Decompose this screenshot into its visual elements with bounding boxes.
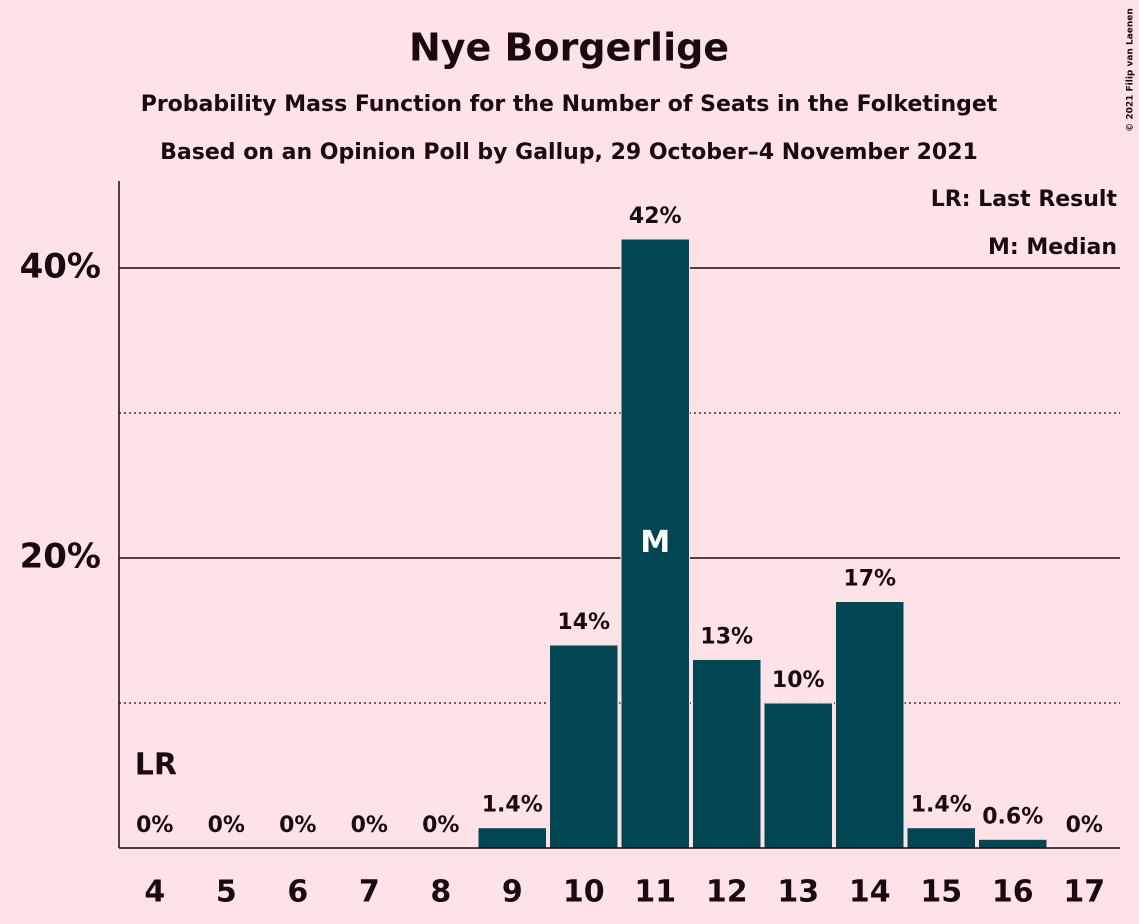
chart-subtitle: Probability Mass Function for the Number… <box>141 92 998 117</box>
x-tick-label: 8 <box>430 875 451 910</box>
legend-entry: LR: Last Result <box>931 187 1118 212</box>
value-label: 1.4% <box>482 793 543 818</box>
value-label: 0% <box>422 813 459 838</box>
value-label: 0% <box>279 813 316 838</box>
x-tick-label: 17 <box>1063 875 1105 910</box>
y-tick-label: 20% <box>20 537 101 577</box>
bar <box>763 702 833 849</box>
x-tick-label: 4 <box>144 875 165 910</box>
x-tick-label: 5 <box>216 875 237 910</box>
x-tick-label: 11 <box>634 875 676 910</box>
value-label: 1.4% <box>911 793 972 818</box>
value-label: 10% <box>772 668 825 693</box>
x-tick-label: 15 <box>920 875 962 910</box>
annotation: M <box>640 525 670 560</box>
legend-entry: M: Median <box>988 235 1117 260</box>
x-tick-label: 6 <box>287 875 308 910</box>
value-label: 0% <box>1066 813 1103 838</box>
value-label: 14% <box>557 610 610 635</box>
chart-subtitle: Based on an Opinion Poll by Gallup, 29 O… <box>160 140 978 165</box>
x-tick-label: 7 <box>359 875 380 910</box>
bar <box>692 659 762 849</box>
bar <box>978 838 1048 849</box>
value-label: 0% <box>136 813 173 838</box>
bar <box>477 827 547 849</box>
x-tick-label: 13 <box>777 875 819 910</box>
bar <box>906 827 976 849</box>
bar <box>620 238 690 849</box>
chart-title: Nye Borgerlige <box>409 26 729 70</box>
value-label: 0.6% <box>982 804 1043 829</box>
value-label: 13% <box>700 625 753 650</box>
x-tick-label: 14 <box>849 875 891 910</box>
copyright: © 2021 Filip van Laenen <box>1126 8 1136 132</box>
x-tick-label: 10 <box>563 875 605 910</box>
x-tick-label: 12 <box>706 875 748 910</box>
value-label: 17% <box>843 567 896 592</box>
annotation: LR <box>135 748 177 783</box>
bar <box>835 601 905 849</box>
bar <box>549 644 619 849</box>
x-tick-label: 9 <box>502 875 523 910</box>
value-label: 42% <box>629 204 682 229</box>
value-label: 0% <box>208 813 245 838</box>
value-label: 0% <box>351 813 388 838</box>
x-tick-label: 16 <box>992 875 1034 910</box>
y-tick-label: 40% <box>20 247 101 287</box>
